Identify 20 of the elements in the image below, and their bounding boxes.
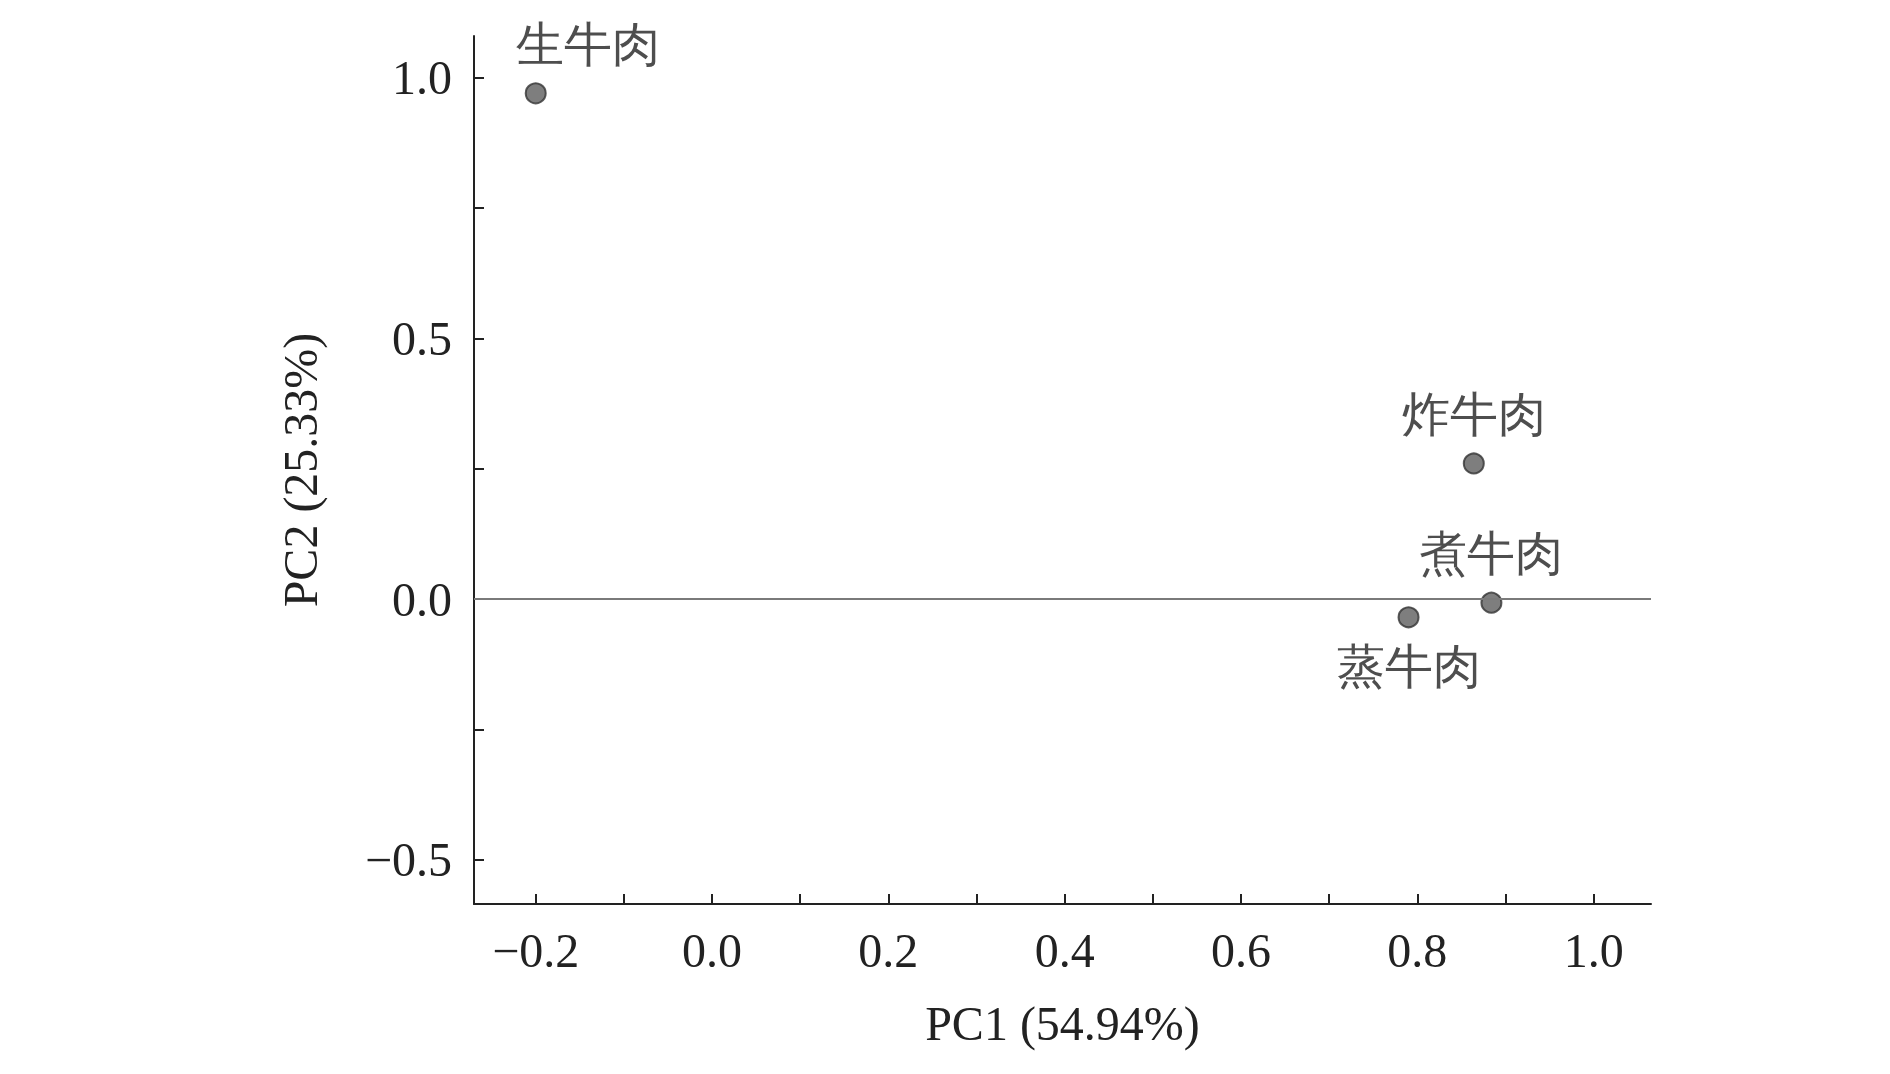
x-tick-label: −0.2 [492,923,580,977]
y-tick-label: 0.0 [392,572,452,626]
x-tick-label: 0.8 [1387,923,1448,977]
x-tick-label: 0.6 [1211,923,1272,977]
x-axis-title: PC1 (54.94%) [925,996,1200,1051]
x-tick-label: 1.0 [1563,923,1624,977]
series-label: 炸牛肉 [1401,387,1546,441]
y-tick-label: 1.0 [392,51,452,105]
y-tick-label: 0.5 [392,311,452,365]
x-tick-label: 0.2 [858,923,919,977]
series-label: 煮牛肉 [1419,527,1564,581]
y-axis-title: PC2 (25.33%) [273,332,328,608]
series-label: 蒸牛肉 [1336,639,1481,693]
y-tick-label: −0.5 [364,833,452,887]
series-label: 生牛肉 [515,17,660,71]
x-tick-label: 0.0 [682,923,743,977]
point [1397,606,1420,629]
x-tick-label: 0.4 [1034,923,1095,977]
point [1462,452,1485,475]
point [524,82,547,105]
